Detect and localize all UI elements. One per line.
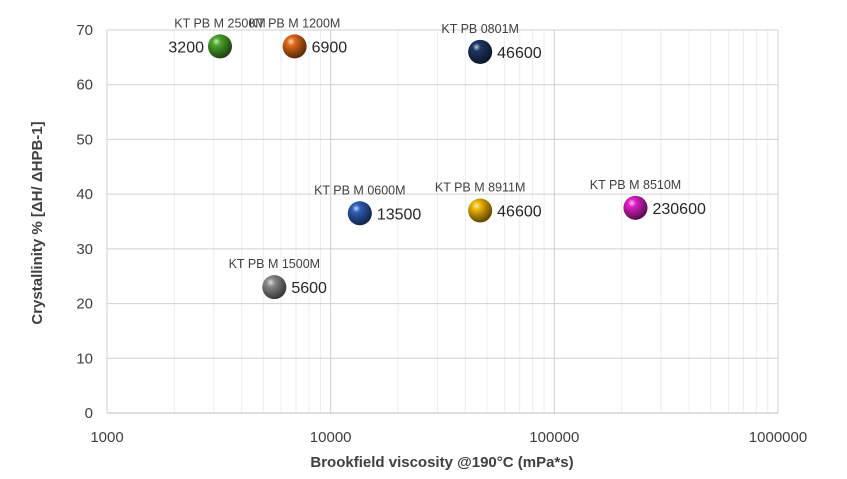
point-name-label: KT PB M 1200M <box>249 16 340 30</box>
data-point: KT PB M 2500M 3200 <box>168 16 266 59</box>
point-name-label: KT PB 0801M <box>441 22 519 36</box>
point-name-label: KT PB M 8510M <box>590 178 681 192</box>
point-marker-shine <box>468 198 493 223</box>
point-name-label: KT PB M 8911M <box>435 181 526 195</box>
y-tick-label: 50 <box>76 131 93 148</box>
point-value-label: 46600 <box>497 204 542 221</box>
point-marker-shine <box>347 201 372 226</box>
data-point: KT PB M 8510M 230600 <box>590 178 706 220</box>
grid-lines <box>106 29 779 414</box>
point-marker-shine <box>262 275 287 300</box>
y-tick-label: 70 <box>76 22 93 39</box>
data-point: KT PB M 1500M 5600 <box>229 257 327 300</box>
point-marker-shine <box>282 34 307 59</box>
data-point: KT PB M 0600M 13500 <box>314 183 422 226</box>
point-value-label: 5600 <box>291 280 327 297</box>
x-tick-label: 1000 <box>90 429 123 446</box>
data-point: KT PB M 1200M 6900 <box>249 16 348 59</box>
point-name-label: KT PB M 2500M <box>174 16 265 30</box>
point-value-label: 13500 <box>377 206 422 223</box>
point-marker-shine <box>207 34 232 59</box>
point-name-label: KT PB M 0600M <box>314 183 405 197</box>
point-value-label: 46600 <box>497 45 542 62</box>
point-marker-shine <box>468 39 493 64</box>
x-tick-label: 100000 <box>529 429 579 446</box>
y-tick-label: 0 <box>85 405 93 422</box>
data-point: KT PB M 8911M 46600 <box>435 181 542 223</box>
point-value-label: 230600 <box>652 201 705 218</box>
y-tick-label: 10 <box>76 350 93 367</box>
y-tick-label: 40 <box>76 186 93 203</box>
y-tick-label: 30 <box>76 241 93 258</box>
axes: 1000 10000 100000 1000000 0 10 20 30 40 50 60 70 <box>76 22 807 446</box>
point-value-label: 6900 <box>312 39 348 56</box>
y-tick-label: 20 <box>76 296 93 313</box>
data-point: KT PB 0801M 46600 <box>441 22 542 64</box>
x-tick-label: 10000 <box>310 429 352 446</box>
x-tick-label: 1000000 <box>749 429 807 446</box>
x-axis-title: Brookfield viscosity @190°C (mPa*s) <box>310 454 573 471</box>
y-axis-title: Crystallinity % [ΔH/ ΔHPB-1] <box>29 121 46 324</box>
point-value-label: 3200 <box>168 39 204 56</box>
y-tick-label: 60 <box>76 77 93 94</box>
point-name-label: KT PB M 1500M <box>229 257 320 271</box>
point-marker-shine <box>623 195 648 220</box>
